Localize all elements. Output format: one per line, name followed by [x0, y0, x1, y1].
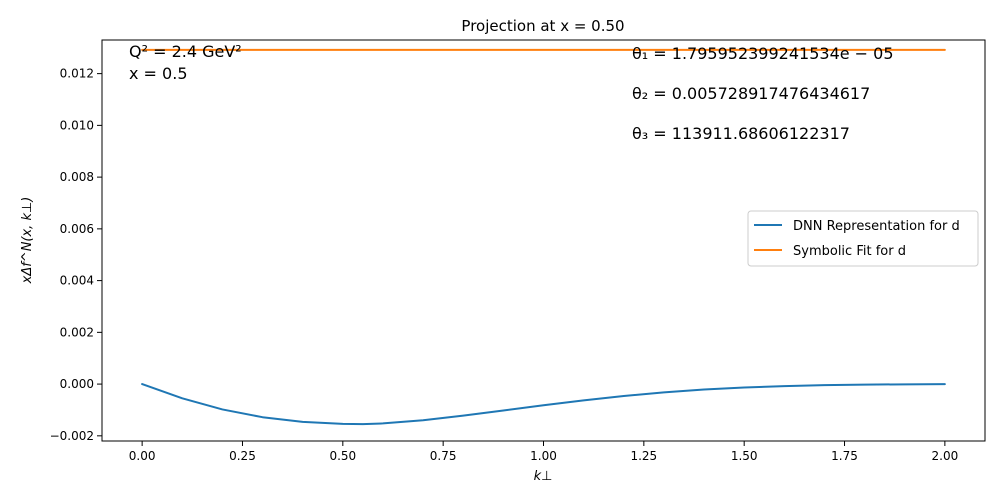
legend-label-symbolic: Symbolic Fit for d — [793, 244, 906, 259]
x-tick-label: 1.00 — [530, 449, 557, 463]
chart-title: Projection at x = 0.50 — [461, 17, 624, 35]
y-tick-label: 0.012 — [60, 67, 94, 81]
annotation-q2: Q² = 2.4 GeV² — [129, 42, 242, 61]
y-tick-label: 0.006 — [60, 222, 94, 236]
x-tick-label: 0.75 — [430, 449, 457, 463]
annotation-x-value: x = 0.5 — [129, 64, 188, 83]
y-ticks: −0.002 0.000 0.002 0.004 0.006 0.008 0.010 0.01… — [50, 67, 102, 443]
y-tick-label: 0.010 — [60, 118, 94, 132]
x-tick-label: 1.75 — [831, 449, 858, 463]
y-tick-label: 0.004 — [60, 274, 94, 288]
annotation-theta2: θ₂ = 0.005728917476434617 — [632, 84, 870, 103]
legend-box — [747, 210, 979, 267]
x-tick-label: 0.50 — [329, 449, 356, 463]
x-tick-label: 2.00 — [932, 449, 959, 463]
series-lines — [141, 48, 946, 426]
series-line-dnn — [141, 383, 946, 426]
legend-label-dnn: DNN Representation for d — [793, 219, 960, 234]
annotation-theta3: θ₃ = 113911.68606122317 — [632, 124, 850, 143]
y-tick-label: −0.002 — [50, 429, 94, 443]
annotation-theta1: θ₁ = 1.795952399241534e − 05 — [632, 44, 894, 63]
x-tick-label: 1.25 — [630, 449, 657, 463]
x-tick-label: 0.25 — [229, 449, 256, 463]
x-ticks: 0.00 0.25 0.50 0.75 1.00 1.25 1.50 1.75 2.00 — [129, 441, 958, 463]
legend: DNN Representation for d Symbolic Fit fo… — [747, 210, 979, 267]
x-axis-label: k⊥ — [534, 469, 553, 484]
y-axis-label: xΔf^N(x, k⊥) — [20, 197, 35, 285]
x-tick-label: 1.50 — [731, 449, 758, 463]
y-tick-label: 0.002 — [60, 325, 94, 339]
x-tick-label: 0.00 — [129, 449, 156, 463]
y-tick-label: 0.000 — [60, 377, 94, 391]
y-tick-label: 0.008 — [60, 170, 94, 184]
